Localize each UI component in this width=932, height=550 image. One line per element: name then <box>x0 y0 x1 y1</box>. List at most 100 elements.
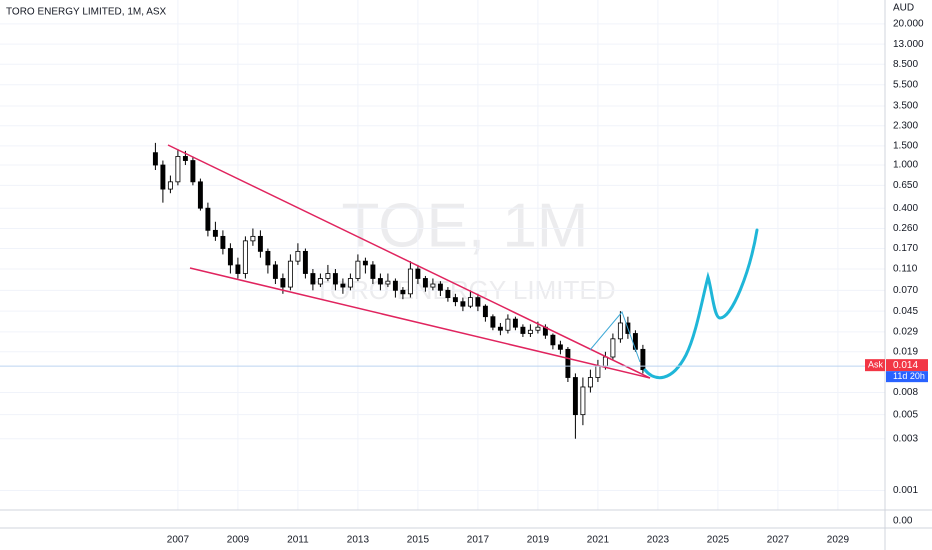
candle-body <box>325 273 331 279</box>
countdown-label: 11d 20h <box>893 371 925 381</box>
grid <box>0 0 885 510</box>
candle-body <box>445 289 451 298</box>
lower-trendline <box>189 267 651 379</box>
candle-body <box>452 297 458 303</box>
candle-body <box>550 334 556 346</box>
watermark: TOE, 1M <box>342 191 589 260</box>
y-tick-label: 8.500 <box>893 59 918 70</box>
candle-body <box>482 305 488 318</box>
candle-body <box>617 322 623 340</box>
y-tick-label: 0.019 <box>893 346 918 357</box>
y-tick-label: 13.000 <box>893 39 924 50</box>
candle-body <box>220 235 226 249</box>
candle-body <box>302 250 308 274</box>
candle-body <box>362 260 368 266</box>
candle-body <box>527 329 533 334</box>
y-tick-label: 0.110 <box>893 264 918 275</box>
currency: AUD <box>893 3 914 14</box>
candle-body <box>190 160 196 183</box>
x-tick-label: 2017 <box>467 535 490 546</box>
y-tick-label: 3.500 <box>893 101 918 112</box>
candle-body <box>377 278 383 285</box>
candle-body <box>347 278 353 288</box>
candle-body <box>460 301 466 307</box>
y-tick-label: 0.045 <box>893 306 918 317</box>
y-tick-label: 0.650 <box>893 180 918 191</box>
candle-body <box>587 377 593 388</box>
candle-body <box>520 326 526 334</box>
candle-body <box>340 283 346 288</box>
candle-body <box>602 356 608 367</box>
x-tick-label: 2013 <box>347 535 370 546</box>
candle-body <box>400 289 406 295</box>
candle-body <box>437 283 443 291</box>
candle-body <box>287 260 293 288</box>
candle-body <box>370 264 376 279</box>
candle-body <box>175 156 181 183</box>
candle-body <box>197 181 203 209</box>
x-tick-label: 2029 <box>827 535 850 546</box>
candle-body <box>640 348 646 371</box>
countdown-box <box>886 371 928 383</box>
candle-body <box>235 264 241 274</box>
candle-body <box>407 268 413 295</box>
candle-body <box>160 164 166 190</box>
x-tick-label: 2021 <box>587 535 610 546</box>
candle-body <box>227 248 233 266</box>
candle-body <box>295 250 301 262</box>
candle-body <box>610 338 616 358</box>
candle-body <box>257 235 263 252</box>
ask-box <box>865 359 885 372</box>
x-tick-label: 2009 <box>227 535 250 546</box>
candle-body <box>632 333 638 350</box>
x-tick-label: 2023 <box>647 535 670 546</box>
y-tick-label: 1.500 <box>893 141 918 152</box>
x-tick-label: 2015 <box>407 535 430 546</box>
candle-body <box>280 278 286 288</box>
candle-body <box>392 280 398 291</box>
y-tick-label: 0.029 <box>893 326 918 337</box>
candle-body <box>385 280 391 285</box>
candle-body <box>272 264 278 279</box>
x-tick-label: 2019 <box>527 535 550 546</box>
candle-body <box>265 250 271 266</box>
drawings <box>167 144 759 380</box>
candle-body <box>332 273 338 285</box>
price-label: 0.014 <box>893 360 918 371</box>
y-tick-label: 0.003 <box>893 433 918 444</box>
candle-body <box>415 268 421 279</box>
price-box <box>886 359 928 372</box>
candle-body <box>355 260 361 279</box>
y-tick-label: 5.500 <box>893 79 918 90</box>
candle-body <box>152 152 158 166</box>
candle-body <box>475 297 481 307</box>
y-tick-label: 0.170 <box>893 243 918 254</box>
candle-body <box>467 297 473 307</box>
candle-body <box>167 181 173 190</box>
candle-body <box>595 365 601 378</box>
candle-body <box>572 377 578 416</box>
y-tick-label: 0.070 <box>893 285 918 296</box>
candle-body <box>250 235 256 242</box>
candle-body <box>535 326 541 331</box>
candle-body <box>212 229 218 237</box>
y-tick-label: 0.008 <box>893 387 918 398</box>
candle-body <box>497 326 503 331</box>
chart-title: TORO ENERGY LIMITED, 1M, ASX <box>6 7 167 18</box>
ask-label: Ask <box>868 360 884 370</box>
candle-body <box>512 318 518 328</box>
pattern-lines <box>589 311 641 363</box>
candle-body <box>505 318 511 331</box>
axes: 20.000 13.000 8.500 5.500 3.500 2.300 1.500 1.0… <box>0 19 928 546</box>
x-tick-label: 2027 <box>767 535 790 546</box>
y-tick-label: 0.005 <box>893 409 918 420</box>
x-tick-label: 2011 <box>287 535 309 546</box>
lower-pane-tick: 0.00 <box>893 516 913 527</box>
forecast-curve <box>643 228 759 380</box>
candle-body <box>565 348 571 378</box>
candle-body <box>422 278 428 288</box>
candle-body <box>317 278 323 285</box>
candle-body <box>580 386 586 416</box>
x-tick-label: 2025 <box>707 535 730 546</box>
